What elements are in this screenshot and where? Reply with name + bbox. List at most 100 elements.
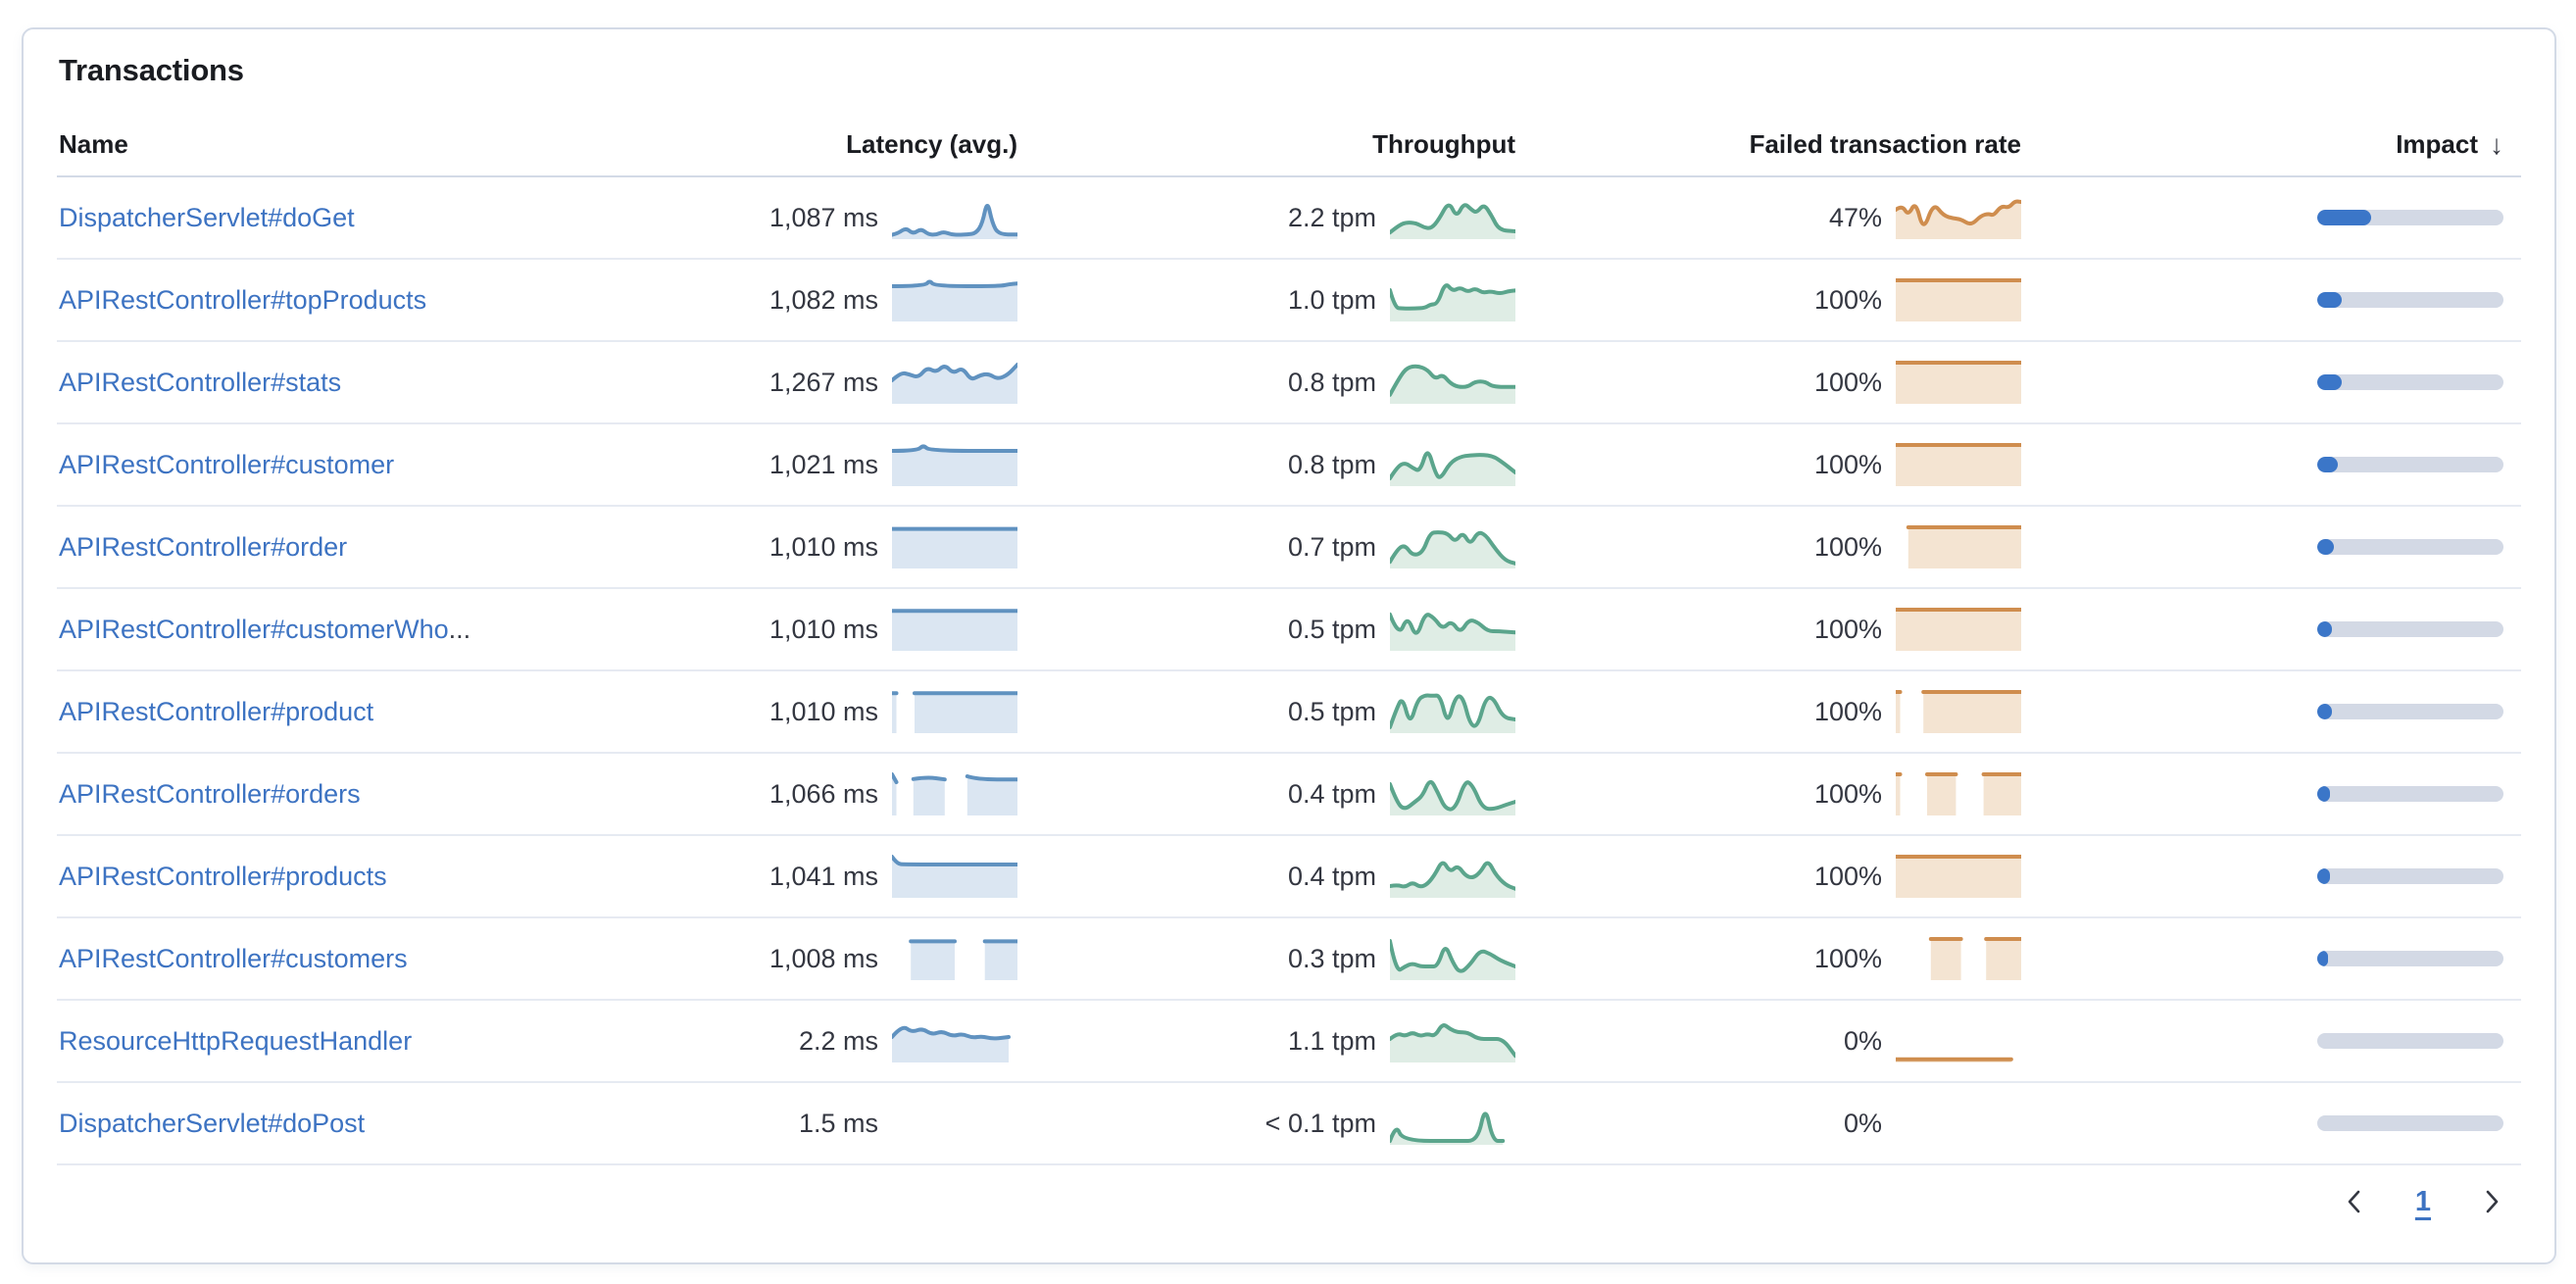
throughput-sparkline: [1388, 361, 1517, 404]
table-row: APIRestController#customerWho... 1,010 ms…: [57, 589, 2521, 671]
failed-rate-sparkline: [1894, 690, 2023, 733]
latency-cell: 2.2 ms: [567, 1019, 1017, 1062]
throughput-sparkline-svg: [1388, 283, 1517, 321]
throughput-sparkline-svg: [1388, 612, 1517, 651]
transaction-name-cell: APIRestController#product: [59, 697, 567, 727]
failed-rate-value: 100%: [1813, 696, 1882, 726]
failed-rate-sparkline-svg: [1894, 1057, 2013, 1062]
failed-rate-sparkline-svg: [1894, 690, 2023, 733]
column-header-impact[interactable]: Impact ↓: [2021, 128, 2519, 175]
failed-rate-sparkline-svg: [1928, 937, 2023, 980]
failed-rate-value: 100%: [1813, 861, 1882, 891]
throughput-sparkline: [1388, 772, 1517, 815]
latency-cell: 1,010 ms: [567, 525, 1019, 568]
latency-cell: 1,021 ms: [567, 443, 1019, 486]
impact-bar-fill: [2317, 210, 2372, 225]
latency-cell: 1,087 ms: [567, 196, 1019, 239]
transaction-name-link[interactable]: APIRestController#products: [59, 861, 387, 891]
latency-value: 1,021 ms: [768, 449, 878, 479]
latency-value: 1,008 ms: [768, 943, 878, 973]
impact-bar: [2317, 374, 2503, 390]
latency-value: 1,041 ms: [768, 861, 878, 891]
throughput-value: 2.2 tpm: [1287, 202, 1376, 232]
transaction-name-link[interactable]: APIRestController#orders: [59, 778, 361, 809]
latency-value: 1,010 ms: [768, 696, 878, 726]
latency-cell: 1,010 ms: [567, 608, 1019, 651]
transaction-name-link[interactable]: APIRestController#topProducts: [59, 284, 427, 315]
failed-rate-sparkline: [1894, 196, 2023, 239]
transaction-name-link[interactable]: APIRestController#stats: [59, 367, 342, 397]
latency-sparkline-svg: [890, 772, 1019, 815]
transaction-name-cell: DispatcherServlet#doGet: [59, 203, 567, 233]
throughput-sparkline-svg: [1388, 861, 1517, 898]
impact-bar: [2317, 951, 2503, 966]
throughput-cell: 0.8 tpm: [1017, 361, 1517, 404]
throughput-sparkline-svg: [1388, 364, 1517, 404]
latency-sparkline: [890, 361, 1019, 404]
failed-rate-value: 100%: [1813, 614, 1882, 644]
impact-cell: [2021, 951, 2519, 966]
transaction-name-cell: APIRestController#customer: [59, 450, 567, 480]
latency-sparkline-svg: [892, 1102, 1017, 1145]
page-1-link[interactable]: 1: [2414, 1185, 2431, 1217]
latency-cell: 1,066 ms: [567, 772, 1019, 815]
failed-rate-sparkline-svg: [1894, 772, 2023, 815]
transaction-name-link[interactable]: APIRestController#product: [59, 696, 374, 726]
latency-cell: 1.5 ms: [567, 1102, 1017, 1145]
transaction-name-link[interactable]: DispatcherServlet#doPost: [59, 1108, 366, 1138]
column-header-failed-rate[interactable]: Failed transaction rate: [1749, 129, 2021, 159]
impact-cell: [2021, 1115, 2519, 1131]
throughput-sparkline: [1388, 1019, 1517, 1062]
transaction-name-link[interactable]: ResourceHttpRequestHandler: [59, 1025, 413, 1056]
transaction-name-link[interactable]: DispatcherServlet#doGet: [59, 202, 355, 232]
failed-rate-sparkline: [1894, 772, 2023, 815]
throughput-sparkline: [1388, 937, 1517, 980]
transaction-name-link[interactable]: APIRestController#customers: [59, 943, 408, 973]
failed-rate-value: 100%: [1813, 531, 1882, 562]
throughput-sparkline: [1388, 443, 1517, 486]
impact-bar: [2317, 210, 2503, 225]
transaction-name-link[interactable]: APIRestController#customer: [59, 449, 395, 479]
failed-rate-sparkline-svg: [1894, 361, 2023, 404]
failed-rate-sparkline-svg: [1894, 608, 2023, 651]
throughput-cell: 0.4 tpm: [1017, 772, 1517, 815]
failed-rate-cell: 0%: [1515, 1019, 2021, 1062]
latency-cell: 1,008 ms: [567, 937, 1019, 980]
transaction-name-link[interactable]: APIRestController#order: [59, 531, 348, 562]
throughput-value: 1.0 tpm: [1287, 284, 1376, 315]
table-row: APIRestController#product 1,010 ms 0.5 tpm…: [57, 671, 2521, 754]
failed-rate-value: 100%: [1813, 943, 1882, 973]
throughput-sparkline-svg: [1388, 693, 1517, 733]
column-header-throughput[interactable]: Throughput: [1372, 129, 1515, 159]
throughput-cell: 0.7 tpm: [1017, 525, 1517, 568]
throughput-sparkline-svg: [1388, 203, 1517, 239]
throughput-cell: 0.5 tpm: [1017, 690, 1517, 733]
impact-cell: [2021, 1033, 2519, 1049]
impact-bar: [2317, 292, 2503, 308]
impact-bar-fill: [2317, 868, 2331, 884]
latency-sparkline-svg: [890, 444, 1019, 486]
latency-value: 1,082 ms: [768, 284, 878, 315]
throughput-sparkline: [1388, 855, 1517, 898]
latency-value: 1.5 ms: [798, 1108, 878, 1138]
throughput-value: 0.5 tpm: [1287, 614, 1376, 644]
failed-rate-cell: 100%: [1515, 772, 2023, 815]
impact-bar-fill: [2317, 374, 2342, 390]
throughput-cell: 0.3 tpm: [1017, 937, 1517, 980]
latency-value: 1,010 ms: [768, 614, 878, 644]
table-row: APIRestController#topProducts 1,082 ms 1.0…: [57, 260, 2521, 342]
impact-cell: [2021, 457, 2519, 472]
throughput-value: 0.4 tpm: [1287, 861, 1376, 891]
next-page-button[interactable]: [2476, 1186, 2507, 1217]
impact-bar: [2317, 539, 2503, 555]
throughput-value: 0.5 tpm: [1287, 696, 1376, 726]
column-header-latency[interactable]: Latency (avg.): [846, 129, 1017, 159]
previous-page-button[interactable]: [2339, 1186, 2370, 1217]
transaction-name-link[interactable]: APIRestController#customerWho...: [59, 614, 471, 644]
latency-sparkline: [890, 608, 1019, 651]
table-row: APIRestController#stats 1,267 ms 0.8 tpm 10…: [57, 342, 2521, 424]
latency-cell: 1,267 ms: [567, 361, 1019, 404]
latency-sparkline-svg: [890, 279, 1019, 321]
column-header-name[interactable]: Name: [59, 129, 128, 159]
latency-sparkline: [890, 855, 1019, 898]
